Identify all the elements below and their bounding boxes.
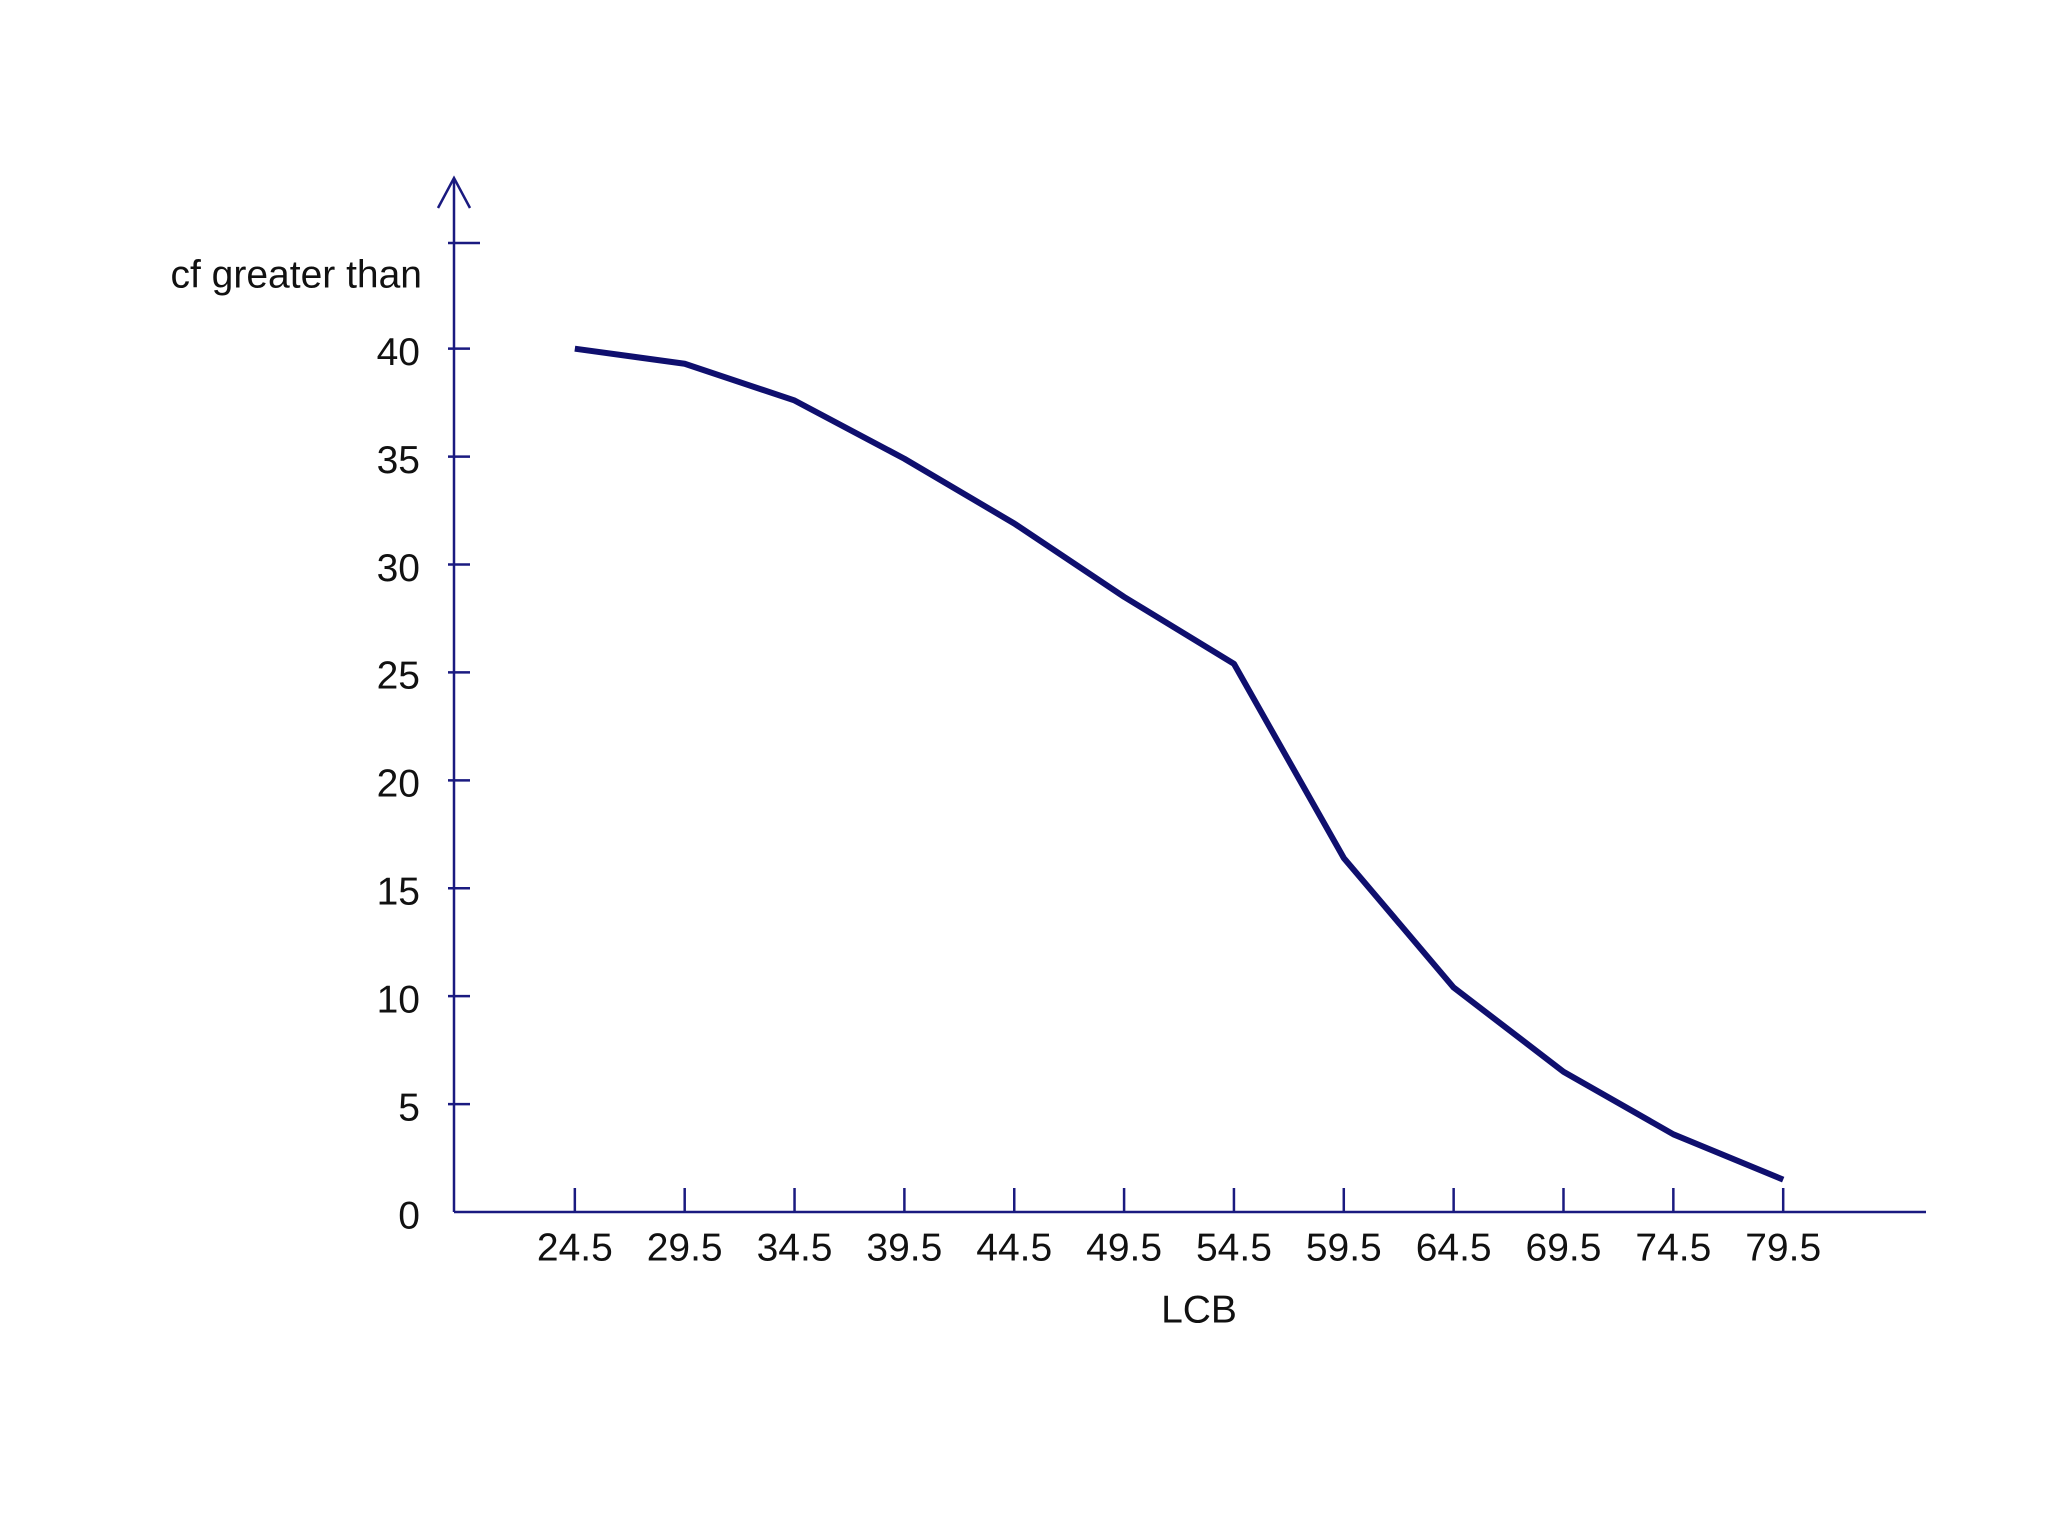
- x-tick-label: 54.5: [1196, 1226, 1272, 1269]
- x-tick-label: 74.5: [1635, 1226, 1711, 1269]
- y-tick-label: 20: [377, 763, 420, 806]
- y-tick-label: 5: [398, 1086, 420, 1129]
- y-tick-label: 30: [377, 547, 420, 590]
- x-tick-label: 44.5: [976, 1226, 1052, 1269]
- x-tick-label: 79.5: [1745, 1226, 1821, 1269]
- x-axis-title: LCB: [1161, 1288, 1237, 1331]
- x-tick-label: 49.5: [1086, 1226, 1162, 1269]
- x-tick-label: 34.5: [757, 1226, 833, 1269]
- data-line: [574, 345, 1785, 1183]
- y-tick-label: 10: [377, 978, 420, 1021]
- y-tick-label: 0: [398, 1194, 420, 1237]
- y-axis-title: cf greater than: [171, 253, 422, 296]
- y-tick-label: 25: [377, 655, 420, 698]
- x-tick-label: 29.5: [647, 1226, 723, 1269]
- x-tick-label: 39.5: [866, 1226, 942, 1269]
- x-tick-label: 24.5: [537, 1226, 613, 1269]
- y-tick-label: 40: [377, 331, 420, 374]
- y-tick-label: 15: [377, 871, 420, 914]
- x-tick-label: 69.5: [1526, 1226, 1602, 1269]
- x-tick-label: 59.5: [1306, 1226, 1382, 1269]
- y-axis-arrow: [436, 175, 472, 209]
- x-tick-label: 64.5: [1416, 1226, 1492, 1269]
- y-tick-label: 35: [377, 439, 420, 482]
